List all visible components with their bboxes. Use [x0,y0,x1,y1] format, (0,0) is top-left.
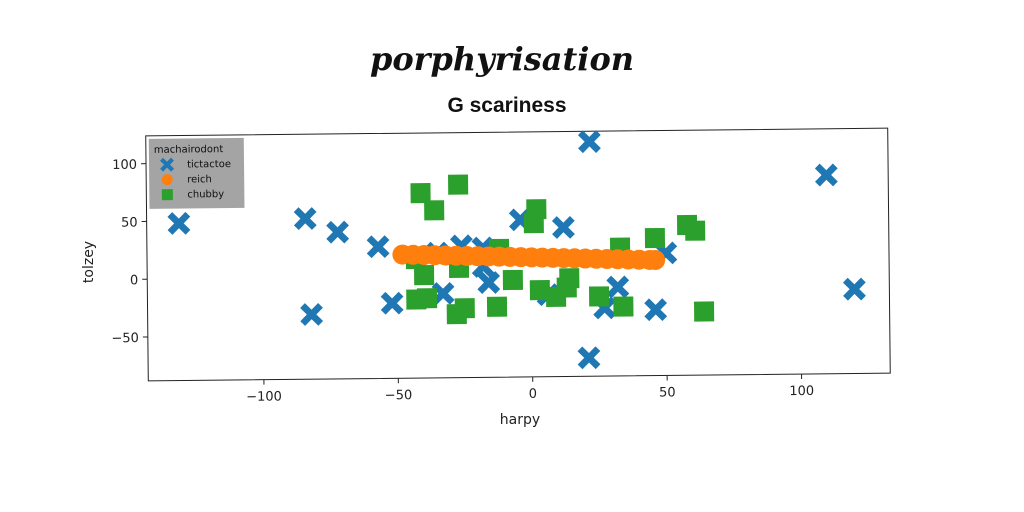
chubby-point [644,227,666,249]
tictactoe-point [167,211,191,235]
chubby-point [448,174,469,195]
x-tick-label: 100 [789,384,814,399]
page-title: porphyrisation [370,40,634,78]
chubby-point [588,286,610,307]
legend-marker-reich [161,174,173,186]
legend-label-chubby: chubby [187,189,224,200]
tictactoe-point [380,291,404,315]
chubby-point [545,286,567,307]
y-axis: −50 0 50 100 [111,158,148,346]
tictactoe-point [644,298,668,322]
chubby-point [424,200,445,221]
chubby-point [685,220,706,241]
y-tick-label: −50 [111,331,139,346]
tictactoe-point [366,235,390,259]
x-tick-label: −50 [385,388,413,403]
tictactoe-point [814,163,838,187]
tictactoe-point [477,271,501,295]
y-axis-label: tolzey [81,241,97,283]
tictactoe-point [326,220,350,244]
chubby-point [502,269,523,291]
chubby-point [416,288,438,309]
y-tick-label: 100 [112,158,137,173]
x-tick-label: 0 [529,387,537,402]
tictactoe-point [431,281,455,305]
x-axis: −100 −50 0 50 100 [246,374,814,405]
legend-marker-tictactoe [160,157,175,172]
chubby-point [613,296,634,317]
reich-point [645,250,666,271]
chubby-point [446,303,467,325]
chubby-point [414,265,435,286]
x-axis-label: harpy [500,412,540,428]
plot-area: −100 −50 0 50 100 −50 0 50 100 machairodont tict… [111,127,891,405]
tictactoe-point [606,275,630,299]
y-tick-label: 50 [121,216,138,231]
tictactoe-point [577,346,601,370]
tictactoe-point [293,207,317,231]
tictactoe-point [842,277,866,301]
chubby-point [410,183,431,204]
x-tick-label: −100 [246,389,282,404]
chubby-point [529,280,550,301]
tictactoe-point [551,215,575,239]
legend-label-tictactoe: tictactoe [187,159,231,170]
tictactoe-point [300,303,324,326]
chubby-point [693,301,715,322]
chubby-point [486,296,508,317]
legend-label-reich: reich [187,174,212,185]
chart-title: G scariness [447,94,566,117]
legend-title: machairodont [154,144,224,156]
tictactoe-point [577,130,601,154]
x-tick-label: 50 [659,385,676,400]
y-tick-label: 0 [130,273,138,288]
legend: machairodont tictactoe reich chubby [148,137,245,209]
data-markers [167,130,866,370]
legend-marker-chubby [161,189,173,201]
chubby-point [523,213,544,234]
